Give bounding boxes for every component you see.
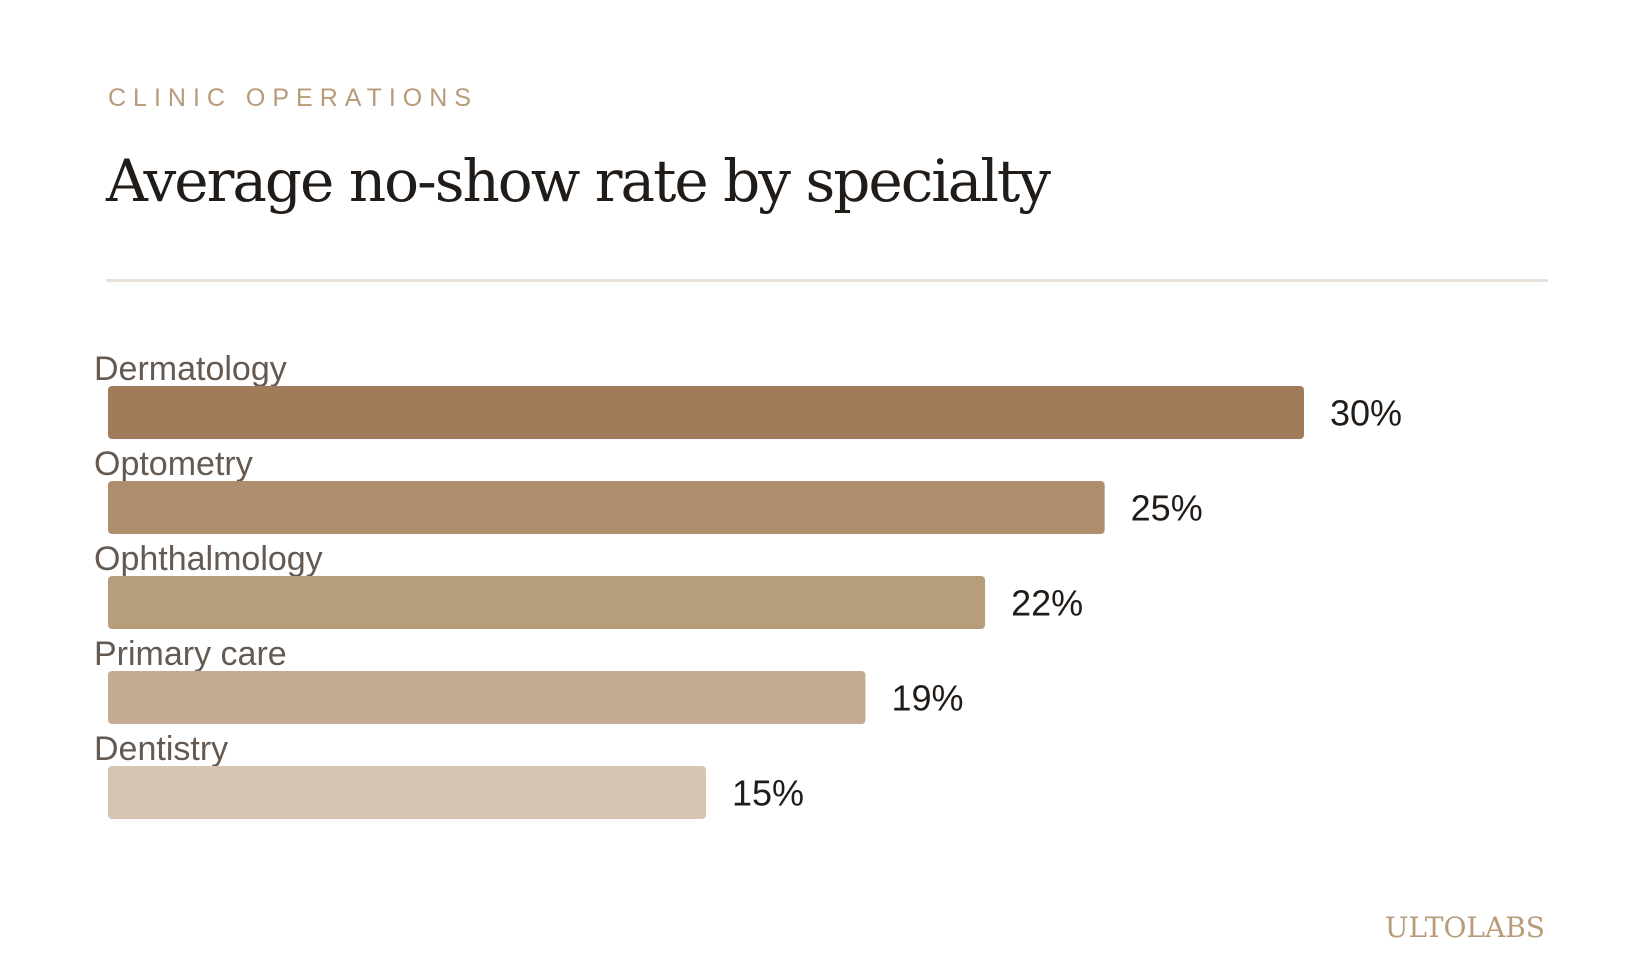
category-label: Optometry [94, 445, 253, 483]
bar [108, 766, 706, 819]
chart-title: Average no-show rate by specialty [106, 147, 1051, 215]
value-label: 19% [891, 678, 963, 719]
value-label: 25% [1131, 488, 1203, 529]
title-divider [106, 279, 1548, 282]
brand-logo: ULTOLABS [1384, 911, 1545, 944]
category-label: Dermatology [94, 350, 287, 388]
category-label: Primary care [94, 635, 287, 673]
category-label: Ophthalmology [94, 540, 323, 578]
bar [108, 386, 1304, 439]
bar [108, 671, 866, 724]
value-label: 22% [1011, 583, 1083, 624]
value-label: 30% [1330, 393, 1402, 434]
chart-eyebrow: CLINIC OPERATIONS [108, 84, 478, 112]
value-label: 15% [732, 773, 804, 814]
bar [108, 576, 986, 629]
category-label: Dentistry [94, 730, 228, 768]
bar [108, 481, 1105, 534]
